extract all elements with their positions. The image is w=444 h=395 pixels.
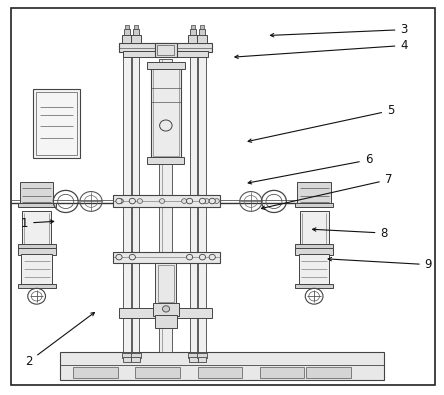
Bar	[198, 357, 206, 362]
Circle shape	[118, 199, 123, 203]
Circle shape	[199, 254, 206, 260]
Bar	[113, 195, 220, 207]
Bar	[134, 25, 138, 29]
Bar	[295, 244, 333, 249]
Bar	[124, 29, 130, 35]
Bar	[131, 35, 141, 43]
Bar	[73, 367, 118, 378]
Bar	[125, 25, 129, 29]
Bar	[18, 244, 56, 249]
Circle shape	[209, 198, 215, 204]
Text: 5: 5	[248, 104, 394, 142]
Circle shape	[116, 254, 122, 260]
Bar	[123, 51, 208, 57]
Circle shape	[209, 254, 215, 260]
Bar	[190, 51, 197, 352]
Bar	[131, 353, 141, 358]
Text: 3: 3	[270, 23, 408, 37]
Circle shape	[137, 199, 143, 203]
Bar	[119, 308, 212, 318]
Bar	[295, 248, 333, 255]
Bar	[191, 25, 195, 29]
Bar	[20, 182, 53, 207]
Bar	[18, 248, 56, 255]
Bar	[199, 29, 205, 35]
Bar	[113, 252, 220, 263]
Bar	[153, 303, 179, 316]
Bar	[197, 353, 207, 358]
Bar	[123, 357, 131, 362]
Bar	[158, 265, 174, 302]
Bar	[157, 45, 174, 55]
Bar	[295, 203, 333, 207]
Bar	[198, 367, 242, 378]
Bar	[159, 59, 172, 352]
Circle shape	[129, 254, 135, 260]
Bar	[18, 284, 56, 288]
Bar	[36, 92, 77, 155]
Bar	[123, 51, 131, 352]
Bar	[135, 367, 180, 378]
Bar	[197, 35, 207, 43]
Bar	[60, 352, 384, 380]
Circle shape	[163, 306, 170, 312]
Bar	[155, 263, 176, 304]
Text: 4: 4	[235, 39, 408, 58]
Bar	[151, 65, 181, 158]
Circle shape	[159, 199, 165, 203]
Bar	[155, 315, 177, 328]
Bar	[190, 29, 196, 35]
Bar	[21, 254, 52, 284]
Bar	[131, 357, 140, 362]
Circle shape	[116, 198, 122, 204]
Bar	[295, 284, 333, 288]
Bar	[189, 357, 198, 362]
Bar	[133, 29, 139, 35]
Bar	[200, 25, 204, 29]
Bar	[300, 211, 329, 247]
Bar	[188, 35, 198, 43]
Bar	[297, 182, 331, 207]
Bar	[260, 367, 304, 378]
Bar	[119, 43, 212, 52]
Bar	[132, 51, 139, 352]
Bar	[122, 35, 132, 43]
Bar	[306, 367, 351, 378]
Bar	[18, 203, 56, 207]
Text: 2: 2	[25, 312, 95, 368]
Bar	[33, 89, 80, 158]
Bar	[147, 157, 184, 164]
Text: 9: 9	[328, 258, 432, 271]
Circle shape	[204, 199, 209, 203]
Bar	[122, 353, 132, 358]
Circle shape	[214, 199, 219, 203]
Circle shape	[199, 198, 206, 204]
Circle shape	[186, 254, 193, 260]
Bar	[147, 62, 185, 69]
Bar	[153, 67, 179, 156]
Bar	[22, 211, 51, 247]
Bar	[188, 353, 198, 358]
Circle shape	[129, 198, 135, 204]
Circle shape	[186, 198, 193, 204]
Bar	[155, 43, 177, 57]
Bar	[299, 254, 329, 284]
Bar	[198, 51, 206, 352]
Text: 8: 8	[313, 227, 388, 239]
Text: 6: 6	[248, 154, 372, 184]
Text: 7: 7	[262, 173, 392, 209]
Text: 1: 1	[21, 217, 54, 229]
Circle shape	[182, 199, 187, 203]
